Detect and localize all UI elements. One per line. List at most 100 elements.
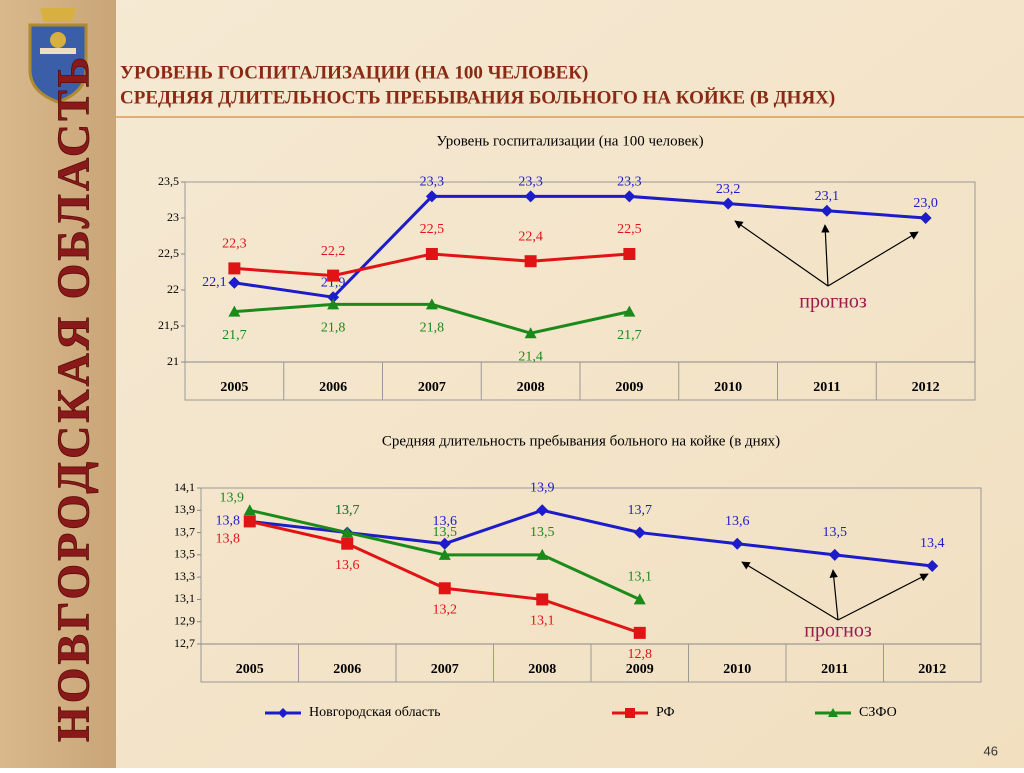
sidebar-text: НОВГОРОДСКАЯ ОБЛАСТЬ (48, 54, 99, 742)
marker-diamond (536, 504, 549, 517)
data-label: 21,9 (321, 275, 346, 290)
data-label: 23,1 (815, 189, 840, 204)
data-label: 23,2 (716, 182, 741, 197)
forecast-annotation (734, 220, 929, 621)
x-tick-label: 2008 (528, 662, 556, 677)
x-tick-label: 2009 (615, 380, 643, 395)
marker-square (623, 248, 636, 260)
data-label: 22,2 (321, 244, 346, 259)
coat-of-arms (28, 8, 88, 104)
y-tick-label: 12,9 (174, 613, 195, 627)
x-tick-label: 2006 (319, 380, 347, 395)
data-label: 13,2 (433, 603, 458, 618)
page-number: 46 (984, 743, 998, 758)
data-label: 12,8 (628, 647, 653, 662)
legend-marker (278, 708, 288, 718)
marker-square (633, 626, 646, 639)
sidebar (0, 0, 116, 768)
y-tick-label: 13,3 (174, 569, 195, 583)
data-label: 21,7 (222, 328, 247, 343)
marker-diamond (327, 291, 340, 304)
legend-marker (625, 708, 635, 718)
data-label: 13,8 (216, 532, 241, 547)
data-label: 13,7 (628, 503, 653, 518)
data-label: 21,7 (617, 328, 642, 343)
data-label: 13,9 (220, 491, 245, 506)
marker-triangle (341, 526, 354, 538)
y-tick-label: 23 (167, 210, 179, 224)
y-tick-label: 22 (167, 282, 179, 296)
x-tick-label: 2008 (517, 380, 545, 395)
data-label: 13,5 (530, 525, 555, 540)
header-subtitle: СРЕДНЯЯ ДЛИТЕЛЬНОСТЬ ПРЕБЫВАНИЯ БОЛЬНОГО… (120, 86, 835, 108)
marker-diamond (731, 537, 744, 550)
x-tick-label: 2007 (418, 380, 446, 395)
marker-triangle (425, 298, 438, 310)
marker-square (243, 515, 256, 528)
x-tick-label: 2005 (220, 380, 248, 395)
marker-triangle (623, 305, 636, 317)
series-line (234, 194, 926, 299)
marker-triangle (536, 548, 549, 560)
marker-diamond (425, 190, 438, 203)
header-title: УРОВЕНЬ ГОСПИТАЛИЗАЦИИ (НА 100 ЧЕЛОВЕК) (120, 62, 588, 83)
x-tick-label: 2005 (236, 662, 264, 677)
data-label: 22,5 (420, 222, 445, 237)
y-tick-label: 13,1 (174, 591, 195, 605)
marker-triangle (524, 327, 537, 339)
chart-title: Уровень госпитализации (на 100 человек) (436, 133, 703, 149)
marker-triangle (438, 548, 451, 560)
marker-diamond (633, 526, 646, 539)
data-label: 13,6 (725, 514, 750, 529)
x-tick-label: 2006 (333, 662, 361, 677)
legend-label: Новгородская область (309, 705, 440, 720)
x-tick-label: 2010 (723, 662, 751, 677)
data-label: 13,5 (433, 525, 458, 540)
marker-triangle (243, 504, 256, 516)
x-tick-label: 2012 (912, 380, 940, 395)
marker-triangle (228, 305, 241, 317)
data-label: 22,5 (617, 222, 642, 237)
data-label: 22,4 (518, 229, 543, 244)
x-tick-label: 2011 (813, 380, 840, 395)
data-label: 13,6 (335, 558, 360, 573)
marker-diamond (828, 548, 841, 561)
marker-diamond (820, 204, 833, 217)
data-label: 21,8 (321, 321, 346, 336)
x-tick-label: 2011 (821, 662, 848, 677)
y-tick-label: 13,9 (174, 502, 195, 516)
marker-triangle (327, 298, 340, 310)
marker-diamond (228, 276, 241, 289)
data-label: 13,1 (530, 614, 555, 629)
annotation: прогноз (804, 620, 872, 642)
marker-diamond (623, 190, 636, 203)
y-tick-label: 14,1 (174, 480, 195, 494)
x-tick-label: 2010 (714, 380, 742, 395)
legend-label: СЗФО (859, 705, 897, 720)
data-label: 13,1 (628, 570, 653, 585)
marker-diamond (926, 560, 939, 572)
x-tick-label: 2007 (431, 662, 459, 677)
y-tick-label: 22,5 (158, 246, 179, 260)
x-tick-label: 2012 (918, 662, 946, 677)
y-tick-label: 23,5 (158, 174, 179, 188)
legend-label: РФ (656, 705, 675, 720)
y-tick-label: 21 (167, 354, 179, 368)
marker-diamond (722, 197, 735, 210)
x-tick-label: 2009 (626, 662, 654, 677)
data-label: 13,7 (335, 503, 360, 518)
marker-square (438, 582, 451, 595)
annotation: прогноз (799, 291, 867, 313)
y-tick-label: 12,7 (174, 636, 195, 650)
data-label: 21,4 (518, 349, 543, 364)
data-label: 13,7 (335, 503, 360, 518)
marker-square (536, 593, 549, 606)
marker-square (327, 269, 340, 282)
data-label: 13,5 (823, 525, 848, 540)
data-label: 23,0 (913, 196, 938, 211)
marker-diamond (919, 212, 932, 224)
data-label: 13,4 (920, 536, 945, 551)
